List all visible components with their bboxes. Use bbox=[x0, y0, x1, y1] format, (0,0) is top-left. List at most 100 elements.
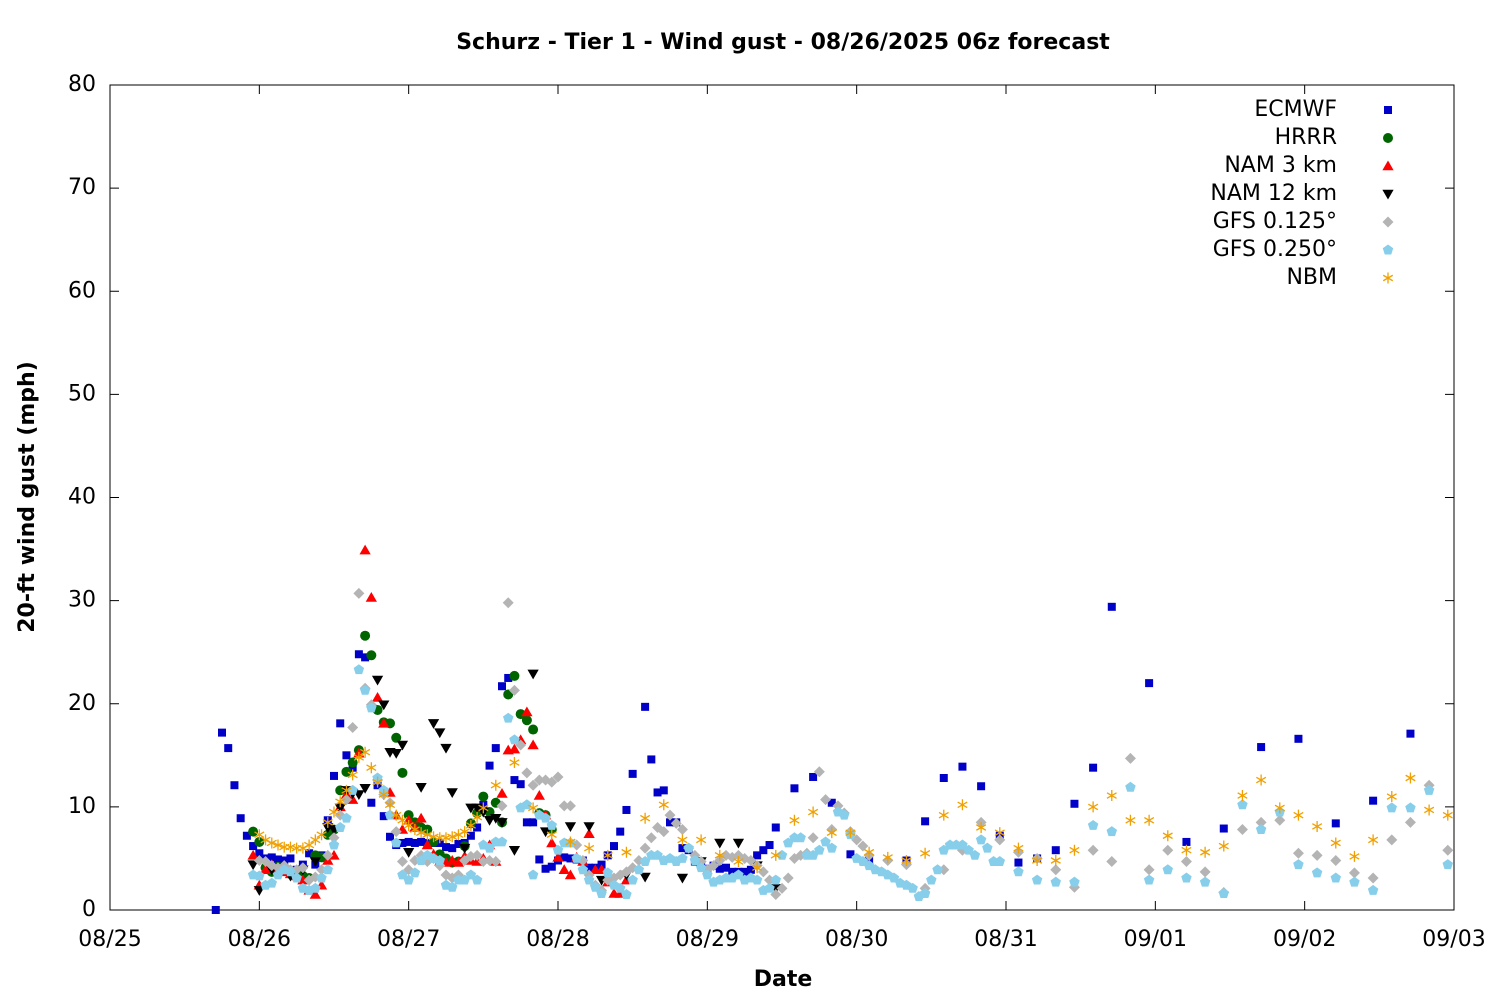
point bbox=[658, 826, 670, 838]
point bbox=[442, 843, 450, 852]
point bbox=[583, 822, 595, 832]
point bbox=[1237, 790, 1248, 802]
point bbox=[751, 874, 763, 885]
point bbox=[1219, 824, 1228, 833]
point bbox=[1349, 850, 1360, 862]
point bbox=[882, 851, 893, 863]
legend-label: HRRR bbox=[1275, 125, 1337, 150]
point bbox=[1256, 774, 1267, 786]
point bbox=[926, 874, 937, 885]
point bbox=[527, 869, 539, 880]
point bbox=[218, 728, 226, 737]
point bbox=[396, 856, 408, 868]
point bbox=[230, 781, 239, 790]
point bbox=[771, 823, 780, 832]
x-tick-label: 08/28 bbox=[526, 927, 589, 952]
point bbox=[585, 863, 594, 872]
point bbox=[535, 855, 544, 864]
point bbox=[509, 734, 520, 745]
legend-marker bbox=[1382, 189, 1394, 200]
point bbox=[397, 869, 408, 880]
point bbox=[820, 794, 832, 806]
point bbox=[365, 592, 377, 602]
point bbox=[1125, 781, 1136, 792]
point bbox=[1386, 802, 1398, 813]
point bbox=[809, 772, 818, 781]
legend-marker bbox=[1383, 133, 1393, 143]
point bbox=[254, 836, 265, 847]
point bbox=[498, 682, 506, 691]
point bbox=[342, 751, 351, 760]
point bbox=[348, 763, 357, 772]
point bbox=[639, 872, 651, 883]
point bbox=[564, 800, 576, 812]
point bbox=[621, 889, 632, 899]
point bbox=[1051, 846, 1060, 855]
point bbox=[740, 867, 749, 876]
point bbox=[1405, 802, 1416, 813]
point bbox=[790, 784, 799, 793]
point bbox=[708, 860, 720, 872]
point bbox=[564, 869, 577, 880]
point bbox=[1087, 819, 1099, 830]
point bbox=[360, 630, 371, 641]
point bbox=[360, 746, 371, 758]
point bbox=[770, 849, 781, 861]
point bbox=[322, 864, 334, 875]
point bbox=[472, 811, 483, 823]
point bbox=[336, 719, 345, 728]
point bbox=[864, 846, 875, 858]
point bbox=[1107, 602, 1116, 611]
point bbox=[888, 872, 900, 883]
point bbox=[765, 841, 774, 850]
point bbox=[1124, 752, 1136, 764]
point bbox=[696, 834, 707, 846]
x-tick-label: 08/31 bbox=[974, 927, 1037, 952]
point bbox=[658, 799, 669, 811]
point bbox=[341, 812, 352, 823]
point bbox=[753, 851, 762, 860]
point bbox=[1348, 867, 1360, 879]
point bbox=[776, 882, 788, 894]
point bbox=[272, 839, 284, 851]
legend-marker bbox=[1384, 106, 1392, 114]
point bbox=[838, 809, 850, 820]
point bbox=[764, 882, 775, 893]
point bbox=[1274, 814, 1286, 826]
point bbox=[1442, 859, 1454, 870]
point bbox=[782, 872, 794, 884]
point bbox=[733, 856, 744, 868]
point bbox=[483, 816, 496, 826]
legend-marker bbox=[1382, 160, 1394, 171]
point bbox=[677, 852, 688, 863]
point bbox=[504, 673, 513, 682]
point bbox=[566, 854, 575, 863]
point bbox=[527, 739, 539, 750]
point bbox=[975, 834, 987, 845]
point bbox=[1199, 876, 1211, 887]
point bbox=[508, 743, 521, 754]
point bbox=[714, 838, 726, 849]
point bbox=[1404, 816, 1416, 828]
point bbox=[340, 794, 352, 806]
point bbox=[1236, 824, 1248, 836]
point bbox=[664, 809, 676, 821]
point bbox=[1406, 729, 1415, 738]
point bbox=[628, 769, 637, 778]
point bbox=[558, 800, 570, 812]
point bbox=[478, 791, 489, 802]
point bbox=[478, 802, 489, 814]
point bbox=[522, 818, 531, 827]
point bbox=[552, 771, 564, 783]
x-tick-label: 09/03 bbox=[1422, 927, 1485, 952]
point bbox=[921, 817, 930, 826]
point bbox=[633, 864, 645, 875]
point bbox=[1330, 855, 1342, 866]
point bbox=[1405, 772, 1416, 784]
point bbox=[645, 832, 657, 844]
point bbox=[267, 853, 276, 862]
point bbox=[496, 818, 508, 828]
legend-marker bbox=[1382, 272, 1394, 284]
point bbox=[695, 862, 707, 873]
